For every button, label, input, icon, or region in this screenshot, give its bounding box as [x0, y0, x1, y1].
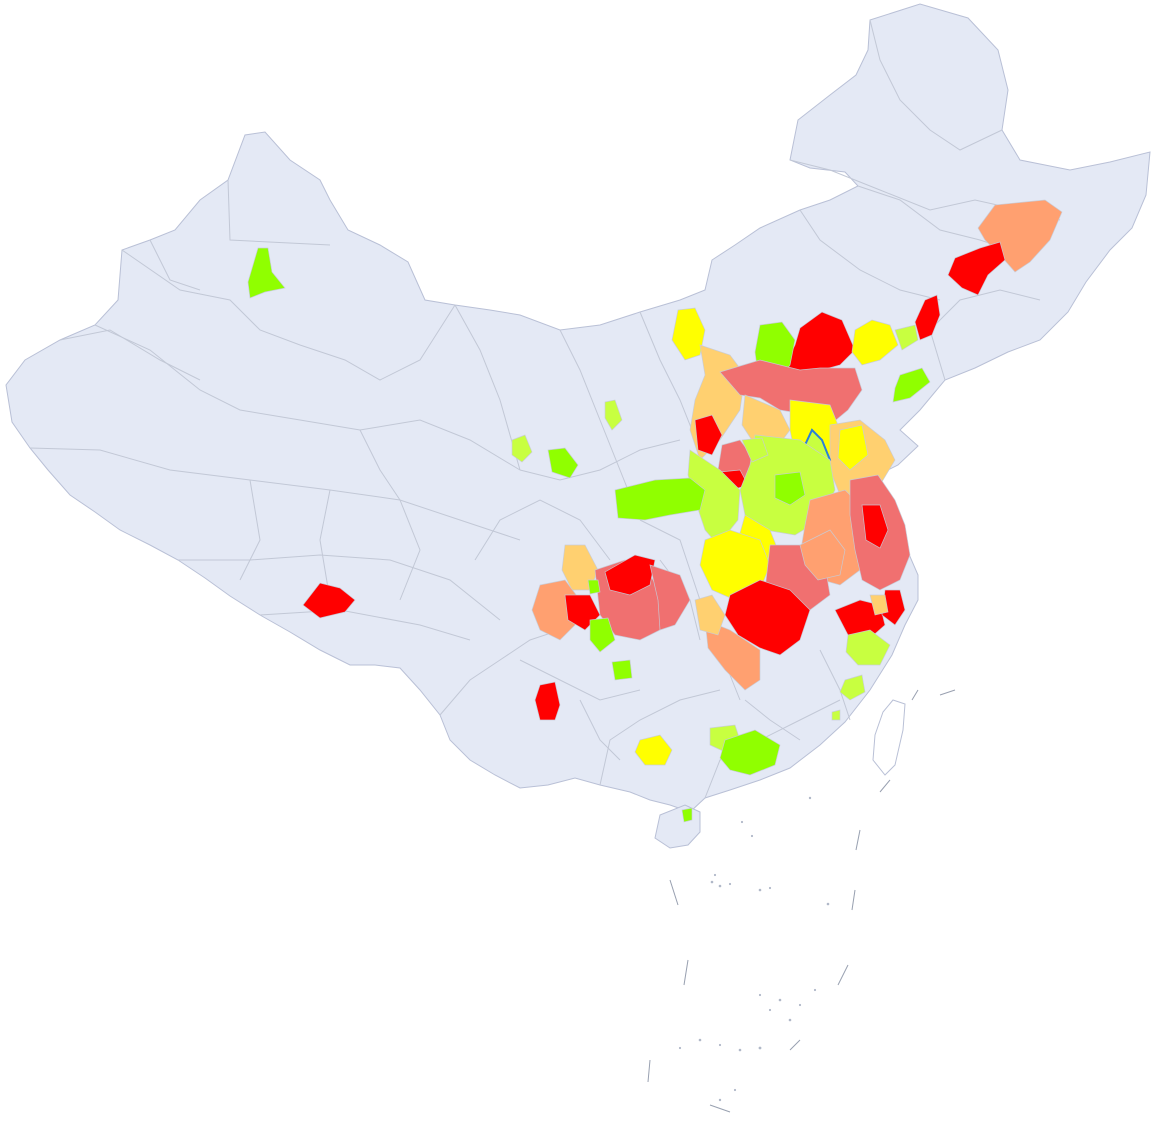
- region-guangdong: [719, 729, 781, 776]
- mainland-base: [5, 3, 1151, 813]
- region-sichuan-small: [589, 617, 616, 653]
- south-china-sea-islands: [647, 689, 956, 1113]
- region-yunnan: [534, 681, 561, 721]
- region-sichuan-north: [604, 554, 656, 596]
- region-qinghai-green: [547, 447, 579, 479]
- region-liaoning-south: [892, 367, 931, 403]
- region-chongqing: [649, 564, 691, 631]
- highlighted-regions: [247, 199, 1063, 823]
- region-zhejiang-coast: [869, 594, 889, 616]
- taiwan-island: [872, 699, 906, 776]
- region-shanxi-south: [694, 414, 723, 456]
- region-jilin-city: [947, 241, 1006, 296]
- region-tibet-lhasa: [302, 582, 356, 619]
- region-hohhot: [671, 307, 706, 361]
- region-zhejiang-south: [845, 629, 891, 666]
- region-liaoning-north: [914, 294, 941, 341]
- region-gansu-central: [741, 437, 769, 463]
- region-guizhou-green: [611, 659, 633, 681]
- region-hunan: [694, 594, 726, 636]
- region-gansu-east: [614, 477, 706, 521]
- region-hubei-south: [724, 579, 811, 656]
- hainan-island: [654, 804, 701, 849]
- region-shandong-west: [837, 424, 869, 471]
- region-tangshan: [894, 324, 919, 351]
- region-hubei-lake: [799, 529, 846, 581]
- region-guangdong-spot: [831, 709, 841, 721]
- region-yancheng: [861, 504, 889, 549]
- region-guangxi: [634, 734, 673, 766]
- region-ningxia: [604, 399, 623, 431]
- region-xinjiang-karamay: [247, 247, 286, 299]
- region-qinghai-spot: [511, 434, 533, 463]
- region-hainan-spot: [681, 807, 693, 823]
- region-fujian-north: [839, 674, 866, 701]
- region-henan-central: [774, 471, 806, 506]
- region-hunan-north: [704, 619, 761, 691]
- region-hebei-east: [851, 319, 899, 366]
- region-sichuan-green: [587, 579, 601, 595]
